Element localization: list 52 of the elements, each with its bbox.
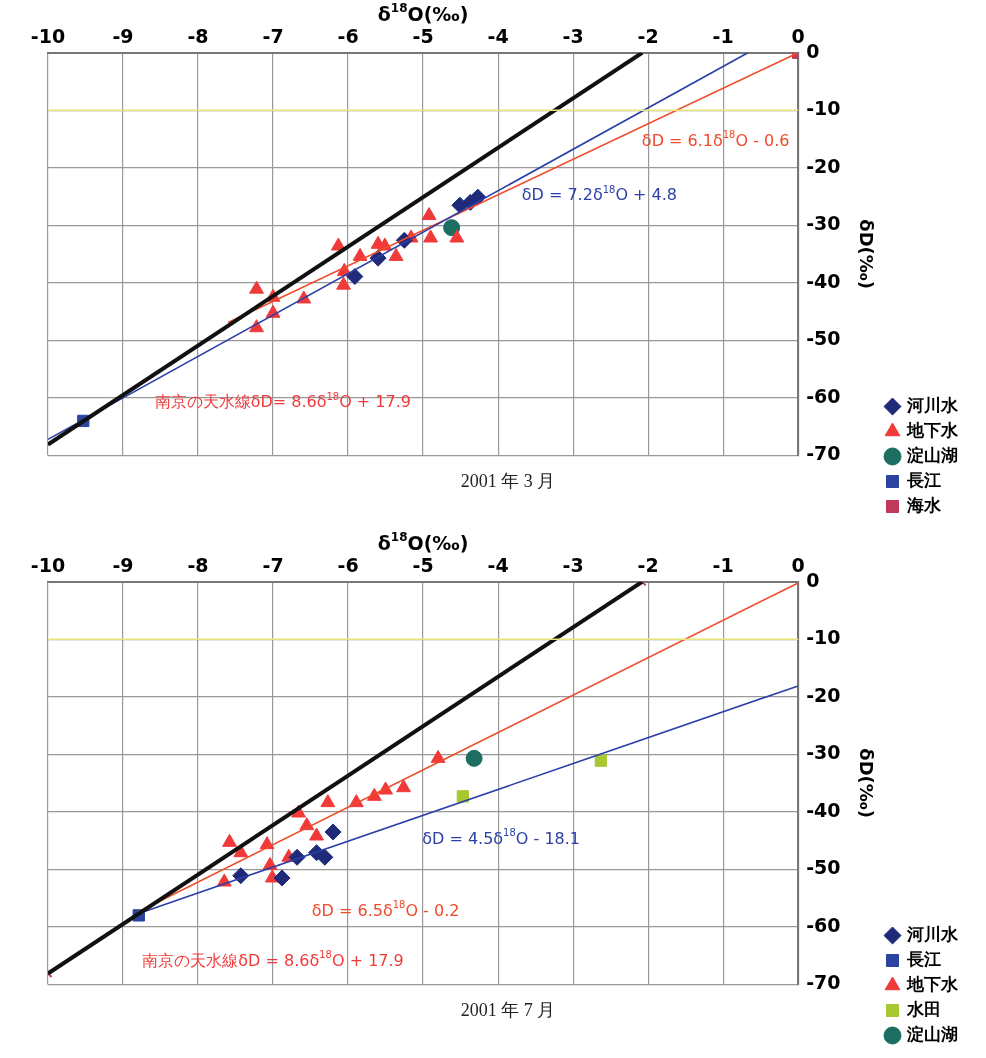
- x-tick-label: -1: [712, 554, 734, 577]
- legend-label: 河川水: [906, 394, 959, 415]
- text: 2001 年 3 月: [460, 470, 556, 491]
- legend-label: 地下水: [906, 419, 959, 440]
- y-tick-label: -20: [806, 154, 841, 177]
- y-tick-label: -50: [806, 856, 841, 879]
- y-tick-label: -40: [806, 269, 841, 292]
- x-tick-label: -10: [30, 25, 66, 48]
- y-tick-label: -30: [806, 212, 841, 235]
- y-axis-title: δD(‰): [855, 219, 877, 289]
- y-tick-label: -20: [806, 683, 841, 706]
- y-tick-label: -60: [806, 384, 841, 407]
- x-tick-label: -7: [262, 25, 284, 48]
- legend-label: 淀山湖: [906, 1023, 958, 1044]
- x-tick-label: -1: [712, 25, 734, 48]
- x-tick-label: -8: [187, 554, 209, 577]
- x-tick-label: -5: [412, 554, 434, 577]
- y-tick-label: -70: [806, 971, 841, 994]
- x-tick-label: -8: [187, 25, 209, 48]
- x-tick-label: -9: [112, 25, 134, 48]
- x-tick-label: -3: [562, 25, 584, 48]
- text: 2001 年 7 月: [460, 999, 556, 1020]
- x-tick-label: -4: [487, 554, 509, 577]
- legend-label: 地下水: [906, 973, 959, 994]
- x-tick-label: -9: [112, 554, 134, 577]
- y-tick-label: 0: [806, 568, 820, 591]
- legend-label: 淀山湖: [906, 444, 958, 465]
- x-tick-label: -6: [337, 25, 359, 48]
- x-tick-label: 0: [791, 25, 805, 48]
- legend-label: 河川水: [906, 923, 959, 944]
- y-tick-label: -60: [806, 913, 841, 936]
- y-tick-label: -40: [806, 798, 841, 821]
- y-axis-title: δD(‰): [855, 748, 877, 818]
- legend-label: 長江: [906, 948, 941, 969]
- y-tick-label: 0: [806, 39, 820, 62]
- y-tick-label: -50: [806, 327, 841, 350]
- x-tick-label: 0: [791, 554, 805, 577]
- x-tick-label: -4: [487, 25, 509, 48]
- x-tick-label: -6: [337, 554, 359, 577]
- x-tick-label: -2: [637, 25, 659, 48]
- legend-label: 海水: [906, 494, 942, 515]
- y-tick-label: -70: [806, 442, 841, 465]
- legend-label: 水田: [906, 998, 941, 1019]
- y-tick-label: -10: [806, 97, 841, 120]
- x-tick-label: -7: [262, 554, 284, 577]
- y-tick-label: -30: [806, 741, 841, 764]
- x-tick-label: -5: [412, 25, 434, 48]
- legend-label: 長江: [906, 469, 941, 490]
- x-tick-label: -10: [30, 554, 66, 577]
- x-tick-label: -3: [562, 554, 584, 577]
- x-tick-label: -2: [637, 554, 659, 577]
- y-tick-label: -10: [806, 626, 841, 649]
